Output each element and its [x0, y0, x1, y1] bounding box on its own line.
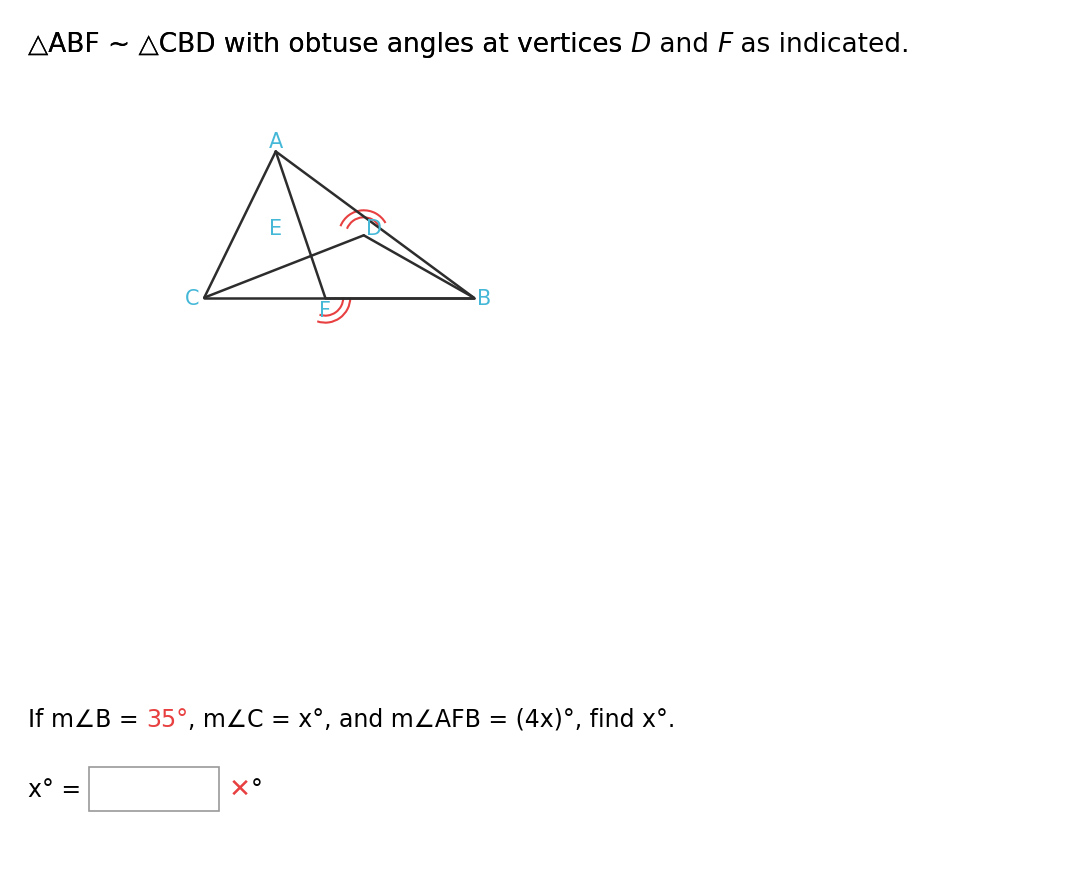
Text: B: B: [477, 289, 491, 308]
Text: F: F: [717, 32, 732, 58]
FancyBboxPatch shape: [89, 767, 218, 811]
Text: C: C: [185, 289, 200, 308]
Text: as indicated.: as indicated.: [732, 32, 910, 58]
Text: A: A: [268, 131, 282, 151]
Text: F: F: [319, 301, 331, 321]
Text: 35°: 35°: [147, 707, 188, 731]
Text: If m∠B =: If m∠B =: [28, 707, 147, 731]
Text: ✕: ✕: [229, 776, 251, 802]
Text: △ABF ∼ △CBD with obtuse angles at vertices: △ABF ∼ △CBD with obtuse angles at vertic…: [28, 32, 631, 58]
Text: E: E: [269, 219, 282, 239]
Text: x° =: x° =: [28, 777, 89, 801]
Text: , m∠C = x°, and m∠AFB = (4x)°, find x°.: , m∠C = x°, and m∠AFB = (4x)°, find x°.: [188, 707, 675, 731]
Text: and: and: [651, 32, 717, 58]
Text: D: D: [366, 218, 381, 238]
Text: D: D: [631, 32, 651, 58]
Text: △ABF ∼ △CBD with obtuse angles at vertices: △ABF ∼ △CBD with obtuse angles at vertic…: [28, 32, 631, 58]
Text: °: °: [251, 777, 263, 801]
